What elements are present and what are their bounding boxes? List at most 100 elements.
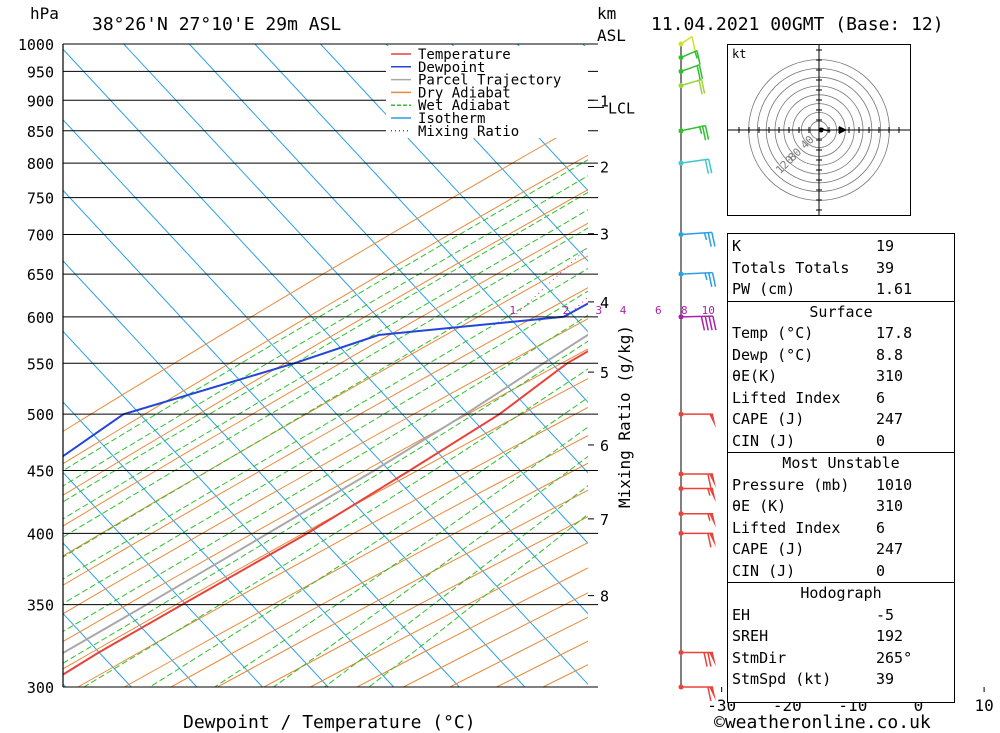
axes: 3003504004505005506006507007508008509009… — [18, 36, 994, 715]
wet-adiabat-line — [63, 209, 588, 520]
isotherm-line — [63, 471, 263, 687]
hodograph-storm-dot — [818, 127, 824, 133]
height-tick-label: 1 — [600, 92, 609, 110]
mixing-ratio-label: 2 — [563, 304, 570, 317]
wind-barb — [678, 314, 717, 331]
wind-barb — [678, 650, 716, 667]
general-index-row: PW (cm) 1.61 — [728, 279, 954, 301]
isotherm-line — [123, 44, 588, 544]
general-index-label: PW (cm) — [732, 280, 796, 298]
hodograph-indices: Hodograph EH -5 SREH 192 StmDir 265° StmSpd (kt… — [728, 583, 954, 691]
dry-adiabat-line — [217, 489, 588, 687]
surface-indices: Surface Temp (°C) 17.8 Dewp (°C) 8.8 θE(K) 310… — [728, 302, 954, 453]
wet-adiabat-line — [63, 159, 588, 472]
legend-entry: Dewpoint — [418, 60, 485, 76]
most-unstable-index-label: θE (K) — [732, 497, 787, 515]
pressure-tick-label: 600 — [27, 309, 54, 327]
asl-label: ASL — [597, 26, 626, 45]
mixing-ratio-label: 3 — [596, 304, 603, 317]
wind-barb — [678, 49, 701, 65]
hodograph-index-value: 192 — [876, 627, 904, 645]
general-index-row: Totals Totals 39 — [728, 258, 954, 280]
wind-barb — [678, 271, 717, 288]
copyright: ©weatheronline.co.uk — [714, 712, 931, 733]
hodograph-index-row: SREH 192 — [728, 626, 954, 648]
isotherm-line — [320, 44, 588, 333]
lcl-label: LCL — [608, 99, 635, 117]
general-index-value: 19 — [876, 237, 895, 255]
pressure-tick-label: 450 — [27, 462, 54, 480]
surface-index-row: Temp (°C) 17.8 — [728, 323, 954, 345]
general-index-value: 39 — [876, 258, 895, 277]
isotherm-line — [63, 48, 588, 615]
x-axis-label: Dewpoint / Temperature (°C) — [183, 712, 476, 733]
wind-barb — [678, 511, 716, 528]
most-unstable-index-value: 247 — [876, 540, 904, 558]
temperature-line — [63, 350, 588, 676]
location-title: 38°26'N 27°10'E 29m ASL — [92, 14, 341, 35]
dry-adiabat-line — [77, 406, 588, 687]
pressure-tick-label: 500 — [27, 406, 54, 424]
isotherm-line — [63, 330, 395, 687]
most-unstable-index-row: CIN (J) 0 — [728, 561, 954, 583]
isotherm-line — [385, 44, 588, 262]
wet-adiabat-line — [149, 396, 588, 687]
most-unstable-index-row: Pressure (mb) 1010 — [728, 475, 954, 497]
isotherm-line — [63, 401, 329, 687]
hodograph-index-label: StmSpd (kt) — [732, 670, 832, 688]
isotherm-line — [188, 44, 588, 474]
pressure-tick-label: 650 — [27, 266, 54, 284]
general-index-value: 1.61 — [876, 280, 913, 298]
dry-adiabat-line — [63, 154, 588, 465]
wet-adiabat-line — [214, 426, 588, 687]
hodograph-index-label: EH — [732, 605, 751, 624]
datetime-title: 11.04.2021 00GMT (Base: 12) — [651, 14, 944, 35]
hodograph-index-value: 39 — [876, 670, 895, 688]
wet-adiabat-line — [63, 314, 588, 633]
pressure-tick-label: 950 — [27, 63, 54, 81]
mixing-ratio-label: 8 — [681, 304, 688, 317]
pressure-tick-label: 750 — [27, 190, 54, 208]
most-unstable-section-title: Most Unstable — [782, 454, 900, 472]
indices-table: K 19 Totals Totals 39 PW (cm) 1.61 Surface Tem… — [727, 233, 955, 703]
wet-adiabat-line — [63, 290, 588, 605]
legend-entry: Temperature — [418, 47, 511, 63]
dry-adiabat-line — [63, 348, 588, 643]
isotherm-line — [63, 542, 198, 687]
general-indices: K 19 Totals Totals 39 PW (cm) 1.61 — [728, 234, 954, 302]
height-tick-label: 5 — [600, 364, 609, 382]
height-tick-label: 6 — [600, 437, 609, 455]
general-index-label: Totals Totals — [732, 258, 850, 277]
wind-barb — [678, 158, 713, 174]
surface-index-value: 0 — [876, 431, 886, 450]
wet-adiabat-line — [63, 191, 588, 503]
hodograph-index-label: SREH — [732, 627, 769, 645]
hodograph-section-title: Hodograph — [800, 584, 882, 602]
dry-adiabat-line — [63, 287, 588, 586]
wind-barb — [678, 231, 716, 247]
wind-barb — [678, 530, 716, 548]
hodograph-index-label: StmDir — [732, 648, 787, 667]
surface-index-label: Lifted Index — [732, 388, 841, 407]
legend-entry: Dry Adiabat — [418, 85, 511, 101]
surface-section-title: Surface — [809, 302, 873, 321]
wind-barb — [678, 35, 696, 51]
wind-barb — [678, 486, 716, 503]
height-tick-label: 3 — [600, 226, 609, 244]
legend-entry: Isotherm — [418, 111, 485, 127]
most-unstable-indices: Most Unstable Pressure (mb) 1010 θE (K) 310 L… — [728, 453, 954, 583]
pressure-tick-label: 900 — [27, 92, 54, 110]
x-tick-label: 0 — [914, 696, 924, 715]
most-unstable-index-row: Lifted Index 6 — [728, 518, 954, 540]
wind-barb — [678, 411, 716, 429]
pressure-tick-label: 550 — [27, 355, 54, 373]
most-unstable-index-label: CIN (J) — [732, 561, 796, 580]
dry-adiabat-line — [63, 318, 588, 615]
height-tick-label: 2 — [600, 159, 609, 177]
dry-adiabat-line — [63, 119, 588, 432]
pressure-tick-label: 850 — [27, 123, 54, 141]
general-index-row: K 19 — [728, 236, 954, 258]
height-tick-label: 8 — [600, 588, 609, 606]
